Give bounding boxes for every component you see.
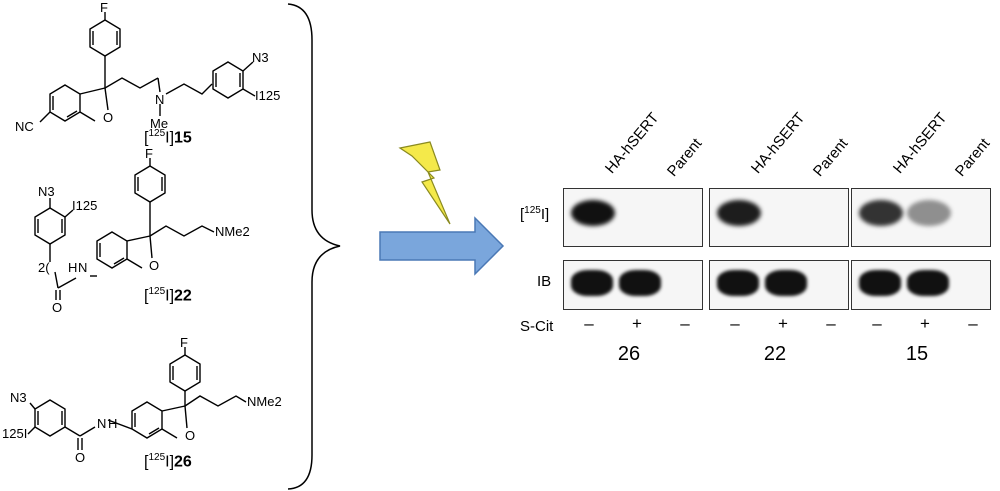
atom-o-22: O [149, 258, 159, 273]
atom-o-carbonyl-22: O [52, 300, 62, 315]
atom-nc-15: NC [15, 119, 34, 134]
panel-caption: 22 [763, 343, 787, 365]
treatment-sign: – [680, 314, 690, 333]
treatment-sign: + [778, 314, 788, 333]
row-label-radiolabel: [125I] [520, 205, 550, 223]
atom-i125-15: I125 [255, 88, 280, 103]
atom-nh-22: N [78, 260, 87, 275]
atom-f-26: F [180, 335, 188, 350]
blot-band-ib [859, 270, 901, 296]
lightning-bolt-icon [398, 141, 451, 225]
structure-22 [34, 158, 215, 300]
atom-nme2-26: NMe2 [247, 394, 282, 409]
atom-h-26: H [108, 416, 117, 431]
compound-label-22: [125I]22 [144, 286, 192, 305]
panel-caption: 15 [905, 343, 929, 365]
treatment-sign: – [730, 314, 740, 333]
reaction-arrow-icon [379, 216, 505, 276]
atom-o-15: O [103, 110, 113, 125]
compound-label-15: [125I]15 [144, 128, 192, 147]
atom-f-15: F [100, 0, 108, 15]
compound-label-26: [125I]26 [144, 452, 192, 471]
atom-i125-22: I125 [72, 198, 97, 213]
blot-band-radiolabel [859, 200, 903, 226]
atom-f-22: F [145, 146, 153, 161]
blot-band-radiolabel [717, 200, 761, 226]
atom-n3-15: N3 [252, 50, 269, 65]
grouping-brace [287, 3, 341, 490]
atom-i125-26: 125I [2, 426, 27, 441]
row-label-treatment: S-Cit [520, 318, 554, 335]
blot-band-radiolabel [571, 200, 615, 226]
atom-o-carbonyl-26: O [75, 450, 85, 465]
treatment-sign: + [920, 314, 930, 333]
panel-caption: 26 [617, 343, 641, 365]
treatment-sign: – [584, 314, 594, 333]
blot-band-ib [907, 270, 949, 296]
atom-nh-26: N [97, 416, 106, 431]
blot-band-ib [717, 270, 759, 296]
treatment-sign: + [632, 314, 642, 333]
atom-n-15: N [155, 92, 164, 107]
atom-me-15: Me [150, 116, 168, 131]
atom-chain-22: 2( [38, 260, 50, 275]
structure-15 [39, 12, 256, 123]
structure-26 [27, 347, 247, 450]
treatment-sign: – [872, 314, 882, 333]
blot-band-ib [765, 270, 807, 296]
blot-band-ib [571, 270, 613, 296]
blot-band-ib [619, 270, 661, 296]
atom-n3-26: N3 [10, 390, 27, 405]
row-label-ib: IB [537, 273, 552, 290]
atom-n3-22: N3 [38, 184, 55, 199]
atom-h-22: H [68, 260, 77, 275]
blot-band-radiolabel [907, 200, 951, 226]
atom-o-26: O [185, 428, 195, 443]
treatment-sign: – [826, 314, 836, 333]
atom-nme2-22: NMe2 [215, 224, 250, 239]
treatment-sign: – [968, 314, 978, 333]
